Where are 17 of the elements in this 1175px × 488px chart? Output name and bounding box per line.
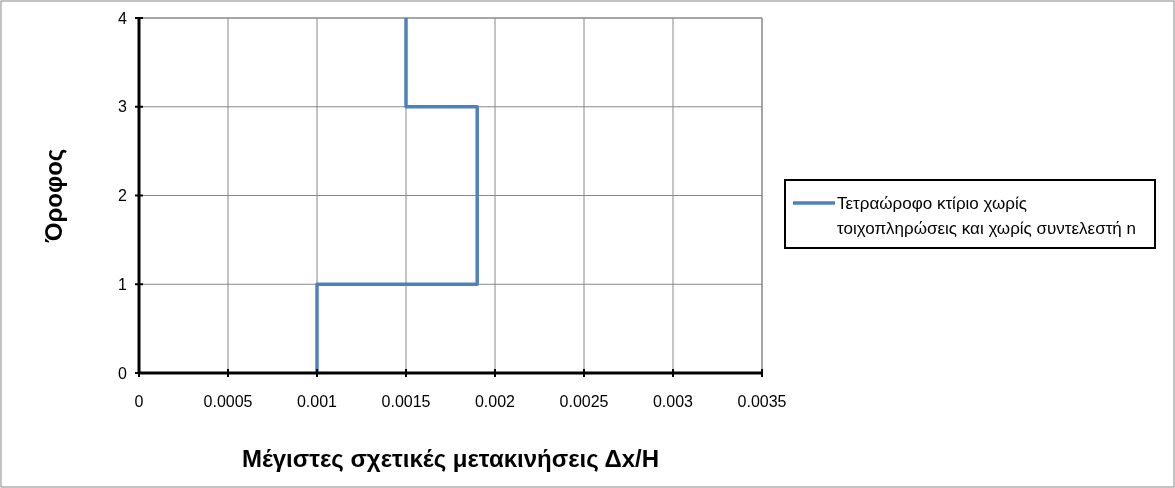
x-tick-label: 0.002 <box>474 393 516 410</box>
x-tick-label: 0 <box>134 393 144 410</box>
y-axis-title: Όροφος <box>40 148 67 244</box>
y-tick-label: 0 <box>118 364 128 382</box>
y-tick-label: 1 <box>118 275 128 293</box>
x-tick-label: 0.0035 <box>737 393 787 410</box>
legend-label: Τετραώροφο κτίριο χωρίς τοιχοπληρώσεις και χωρίς συντελεστή n <box>837 194 1137 238</box>
x-tick-label: 0.001 <box>296 393 338 410</box>
line-series <box>315 16 479 375</box>
x-axis-title: Μέγιστες σχετικές μετακινήσεις Δx/H <box>241 445 660 472</box>
x-tick-label: 0.0005 <box>203 393 253 410</box>
x-tick-label: 0.003 <box>652 393 694 410</box>
y-tick-label: 4 <box>118 9 128 27</box>
x-tick-label: 0.0025 <box>559 393 609 410</box>
y-tick-label: 2 <box>118 187 128 205</box>
y-tick-label: 3 <box>118 98 128 116</box>
x-tick-label: 0.0015 <box>381 393 431 410</box>
